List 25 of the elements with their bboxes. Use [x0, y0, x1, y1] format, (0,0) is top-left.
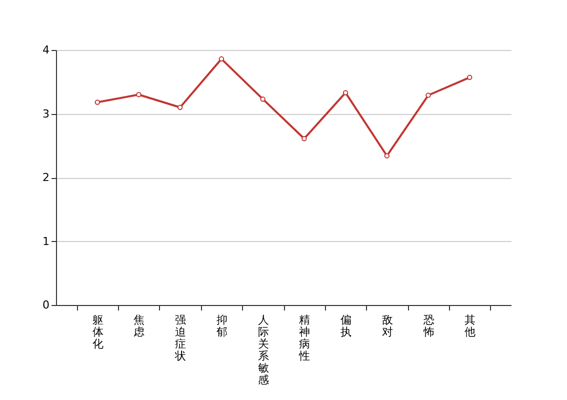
point	[302, 136, 307, 142]
point	[177, 104, 183, 110]
x-tick-label: 抑郁	[216, 314, 228, 338]
x-tick-label: 焦虑	[134, 314, 145, 338]
y-tick-label: 3	[42, 107, 50, 120]
point	[384, 153, 390, 158]
point	[94, 100, 100, 105]
y-tick-label: 4	[42, 44, 50, 56]
y-tick-label: 1	[42, 234, 50, 248]
x-tick-label: 其他	[464, 314, 476, 338]
point	[467, 74, 472, 80]
y-tick-label: 2	[42, 171, 50, 184]
x-tick-label: 敌对	[382, 314, 393, 338]
x-tick-label: 偏执	[340, 314, 352, 338]
point	[218, 56, 224, 62]
point	[426, 92, 431, 98]
x-tick-label: 躯体化	[92, 314, 104, 350]
point	[260, 96, 266, 102]
x-tick-label: 人际关系敏感	[258, 314, 269, 386]
point	[342, 90, 348, 96]
x-tick-label: 恐怖	[422, 314, 434, 338]
point	[136, 92, 142, 98]
y-tick-label: 0	[42, 298, 50, 312]
x-tick-label: 强迫症状	[174, 314, 186, 362]
x-tick-label: 精神病性	[298, 314, 310, 362]
